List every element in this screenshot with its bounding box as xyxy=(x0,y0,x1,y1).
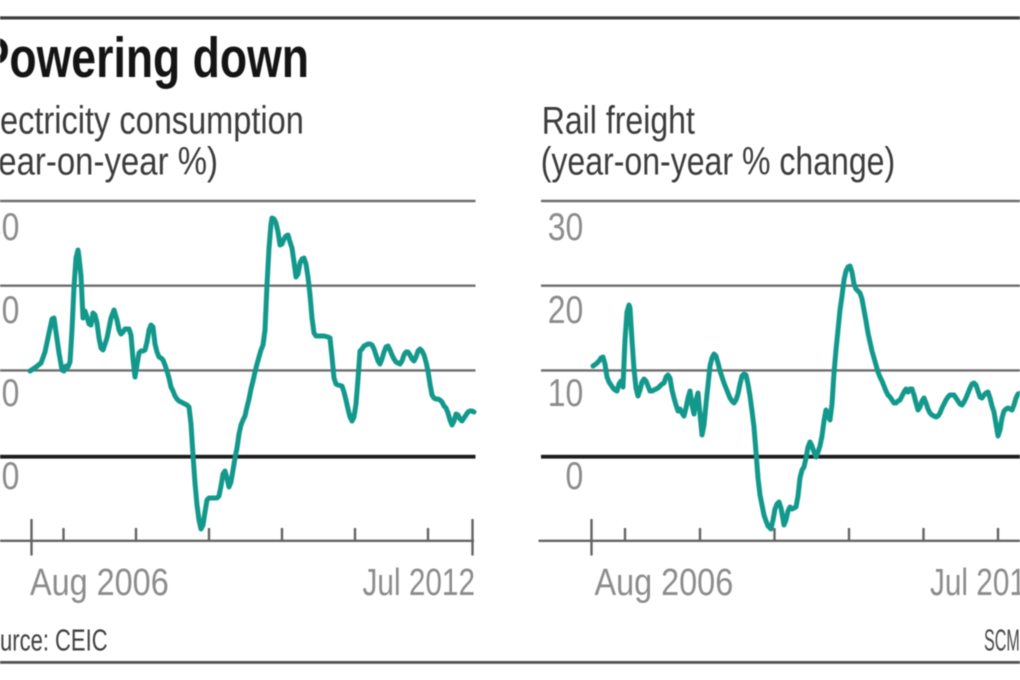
svg-text:10: 10 xyxy=(0,372,19,414)
svg-text:0: 0 xyxy=(2,455,20,497)
svg-text:30: 30 xyxy=(548,206,584,248)
svg-text:Aug 2006: Aug 2006 xyxy=(595,562,734,604)
svg-text:Aug 2006: Aug 2006 xyxy=(30,562,169,604)
svg-text:Rail freight: Rail freight xyxy=(542,99,695,143)
svg-text:20: 20 xyxy=(0,289,19,331)
svg-text:10: 10 xyxy=(548,372,584,414)
svg-text:Electricity consumption: Electricity consumption xyxy=(0,98,304,143)
svg-text:Powering down: Powering down xyxy=(0,26,309,89)
svg-text:0: 0 xyxy=(566,455,584,497)
svg-text:(year-on-year % change): (year-on-year % change) xyxy=(541,140,895,184)
svg-text:Source: CEIC: Source: CEIC xyxy=(0,623,108,658)
svg-text:Jul 2012: Jul 2012 xyxy=(363,562,475,604)
svg-text:SCMP: SCMP xyxy=(984,624,1020,658)
svg-text:Jul 2012: Jul 2012 xyxy=(930,562,1020,604)
svg-text:30: 30 xyxy=(0,206,19,248)
svg-text:20: 20 xyxy=(548,289,584,331)
svg-text:(year-on-year %): (year-on-year %) xyxy=(0,139,218,183)
